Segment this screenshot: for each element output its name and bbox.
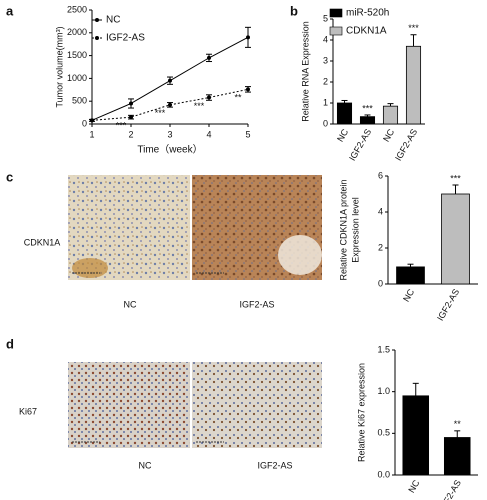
histology-detail xyxy=(72,258,108,278)
y-tick-label: 0 xyxy=(378,278,383,288)
marker xyxy=(207,95,211,100)
y-tick-label: 3 xyxy=(323,55,328,65)
x-tick-label: NC xyxy=(401,287,416,304)
y-tick-label: 4 xyxy=(378,206,383,216)
image-row-label: Ki67 xyxy=(19,406,37,416)
legend-label: miR-520h xyxy=(346,8,389,19)
panel-label: d xyxy=(6,336,14,351)
y-tick-label: 4 xyxy=(323,34,328,44)
legend-swatch xyxy=(329,26,343,36)
significance: *** xyxy=(116,121,127,131)
y-tick-label: 0 xyxy=(82,118,87,128)
significance: *** xyxy=(362,103,373,113)
bar xyxy=(336,102,353,125)
y-tick-label: 0.5 xyxy=(377,428,390,438)
y-tick-label: 2000 xyxy=(67,27,87,37)
x-tick-label: IGF2-AS xyxy=(435,287,461,322)
y-axis-label: Relative RNA Expression xyxy=(300,21,310,122)
panel-label: a xyxy=(6,3,14,18)
x-tick-label: 5 xyxy=(245,129,250,139)
y-tick-label: 2 xyxy=(378,242,383,252)
marker xyxy=(168,78,172,83)
image-column-label: NC xyxy=(139,460,152,470)
marker xyxy=(90,118,94,123)
image-column-label: NC xyxy=(124,299,137,309)
bar xyxy=(443,437,471,476)
marker xyxy=(246,87,250,92)
bar xyxy=(396,266,425,285)
bar xyxy=(359,116,376,125)
y-axis-label: Relative Ki67 expression xyxy=(356,363,366,462)
y-tick-label: 2500 xyxy=(67,4,87,14)
marker xyxy=(129,101,133,106)
y-tick-label: 0.0 xyxy=(377,469,390,479)
bar xyxy=(405,45,422,125)
image-column-label: IGF2-AS xyxy=(239,299,274,309)
x-tick-label: 3 xyxy=(167,129,172,139)
marker xyxy=(168,102,172,107)
y-axis-label: Tumor volume(mm³) xyxy=(54,26,64,107)
y-tick-label: 2 xyxy=(323,76,328,86)
image-column-label: IGF2-AS xyxy=(257,460,292,470)
y-tick-label: 0 xyxy=(323,118,328,128)
y-tick-label: 500 xyxy=(72,96,87,106)
bar xyxy=(382,105,399,125)
marker xyxy=(246,35,250,40)
x-tick-label: 4 xyxy=(206,129,211,139)
histology-image xyxy=(192,362,322,448)
x-tick-label: IGF2-AS xyxy=(393,127,419,162)
significance: *** xyxy=(194,101,205,111)
significance: *** xyxy=(408,23,419,33)
y-tick-label: 1 xyxy=(323,97,328,107)
y-tick-label: 1000 xyxy=(67,73,87,83)
legend-swatch xyxy=(329,8,343,18)
x-tick-label: 1 xyxy=(89,129,94,139)
significance: ** xyxy=(234,93,242,103)
bar xyxy=(402,395,430,476)
y-tick-label: 6 xyxy=(378,170,383,180)
significance: *** xyxy=(155,108,166,118)
y-tick-label: 1.5 xyxy=(377,344,390,354)
x-tick-label: NC xyxy=(335,127,350,144)
panel-label: c xyxy=(6,169,13,184)
bar xyxy=(441,193,470,285)
legend-marker xyxy=(95,18,99,22)
histology-image xyxy=(68,362,190,448)
legend-label: IGF2-AS xyxy=(106,33,145,44)
x-tick-label: 2 xyxy=(128,129,133,139)
histology-detail xyxy=(278,235,322,275)
x-tick-label: NC xyxy=(381,127,396,144)
panel-label: b xyxy=(290,3,298,18)
legend-label: CDKN1A xyxy=(346,26,387,37)
x-tick-label: IGF2-AS xyxy=(437,478,463,500)
marker xyxy=(207,55,211,60)
x-axis-label: Time（week） xyxy=(137,144,202,156)
significance: *** xyxy=(450,173,461,183)
significance: ** xyxy=(454,419,462,429)
marker xyxy=(129,115,133,120)
x-tick-label: NC xyxy=(406,478,421,495)
y-axis-label: Relative CDKN1A protein xyxy=(338,179,348,280)
y-axis-label: Expression level xyxy=(350,197,360,263)
y-tick-label: 1.0 xyxy=(377,386,390,396)
x-tick-label: IGF2-AS xyxy=(347,127,373,162)
y-tick-label: 1500 xyxy=(67,50,87,60)
legend-label: NC xyxy=(106,15,120,26)
image-row-label: CDKN1A xyxy=(24,237,61,247)
y-tick-label: 5 xyxy=(323,13,328,23)
legend-marker xyxy=(95,36,99,40)
